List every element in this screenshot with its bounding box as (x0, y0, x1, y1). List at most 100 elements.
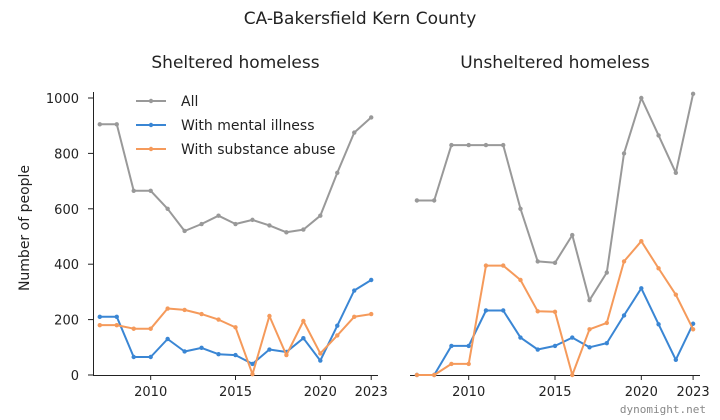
data-point (182, 307, 187, 313)
data-point (431, 198, 437, 203)
data-point (621, 313, 627, 318)
data-point (165, 336, 170, 342)
data-point (250, 361, 255, 367)
data-point (656, 266, 661, 271)
data-point (535, 347, 540, 352)
data-point (284, 230, 289, 235)
legend-item-all: All (136, 94, 198, 110)
data-point (267, 313, 272, 319)
legend-label: All (181, 94, 198, 110)
data-point (148, 188, 153, 193)
x-tick-label: 2015 (538, 385, 571, 400)
legend: All With mental illness With substance abu… (136, 94, 336, 158)
series-line-all (99, 116, 372, 234)
chart-title: CA-Bakersfield Kern County (244, 9, 477, 29)
data-point (570, 372, 575, 378)
data-point (414, 372, 420, 378)
data-point (199, 311, 204, 317)
data-point (501, 263, 506, 268)
data-point (199, 345, 204, 351)
data-point (369, 277, 374, 283)
data-point (587, 345, 592, 350)
x-tick-label: 2023 (355, 385, 388, 400)
data-point (604, 320, 609, 326)
data-point (216, 352, 221, 357)
data-point (639, 95, 644, 101)
data-point (570, 335, 575, 340)
data-point (369, 115, 374, 120)
data-point (369, 311, 374, 317)
data-point (148, 354, 153, 360)
x-tick-label: 2015 (219, 385, 252, 400)
data-point (148, 326, 153, 331)
data-point (604, 340, 609, 346)
panel-title: Sheltered homeless (151, 53, 319, 73)
y-tick-label: 200 (54, 314, 79, 329)
data-point (301, 335, 306, 341)
data-point (233, 325, 238, 330)
data-point (552, 309, 558, 315)
data-point (131, 326, 136, 331)
data-point (690, 327, 696, 332)
x-tick-label: 2010 (134, 385, 167, 400)
data-point (535, 259, 540, 264)
data-point (587, 298, 592, 303)
data-point (535, 309, 540, 314)
data-point (335, 323, 340, 328)
legend-label: With mental illness (181, 118, 315, 134)
data-point (449, 142, 454, 148)
data-point (501, 308, 506, 313)
panel-title: Unsheltered homeless (460, 53, 650, 73)
data-point (216, 213, 221, 218)
data-point (233, 221, 238, 227)
data-point (673, 170, 679, 175)
legend-item-with-mental-illness: With mental illness (136, 118, 315, 134)
data-point (352, 130, 357, 135)
series-with-substance-abuse (97, 306, 374, 377)
data-point (673, 292, 679, 297)
series-line-with-mental-illness (416, 287, 695, 376)
data-point (97, 122, 102, 127)
data-point (483, 308, 489, 313)
data-point (301, 318, 306, 324)
data-point (165, 206, 170, 211)
data-point (518, 277, 523, 283)
data-point (639, 239, 644, 244)
data-point (449, 343, 454, 349)
data-point (233, 352, 238, 358)
data-point (114, 314, 119, 320)
data-point (604, 270, 609, 275)
y-tick-label: 1000 (46, 92, 79, 107)
x-tick-label: 2020 (625, 385, 658, 400)
data-point (414, 198, 420, 203)
data-point (639, 286, 644, 291)
legend-label: With substance abuse (181, 142, 336, 158)
data-point (552, 260, 558, 266)
y-tick-label: 800 (54, 147, 79, 162)
data-point (216, 317, 221, 322)
legend-swatch-marker (148, 146, 154, 152)
data-point (199, 221, 204, 227)
watermark: dynomight.net (620, 403, 706, 416)
panel-unsheltered-homeless: Unsheltered homeless 2010 2015 2020 2023 (410, 53, 710, 400)
x-tick-label: 2010 (452, 385, 485, 400)
data-point (250, 217, 255, 223)
data-point (131, 354, 136, 360)
data-point (97, 322, 102, 328)
data-point (165, 306, 170, 311)
data-point (182, 349, 187, 354)
data-point (97, 314, 102, 320)
series-line-with-mental-illness (99, 279, 372, 365)
data-point (501, 142, 506, 148)
data-point (656, 322, 661, 327)
legend-swatch-marker (148, 98, 154, 104)
panel-sheltered-homeless: Sheltered homeless 2010 2015 2020 2023 0 200 40… (46, 53, 388, 400)
data-point (656, 133, 661, 138)
data-point (182, 228, 187, 234)
data-point (673, 357, 679, 362)
data-point (466, 343, 471, 349)
series-with-substance-abuse (414, 239, 696, 378)
series-with-mental-illness (414, 286, 696, 378)
data-point (621, 151, 627, 156)
